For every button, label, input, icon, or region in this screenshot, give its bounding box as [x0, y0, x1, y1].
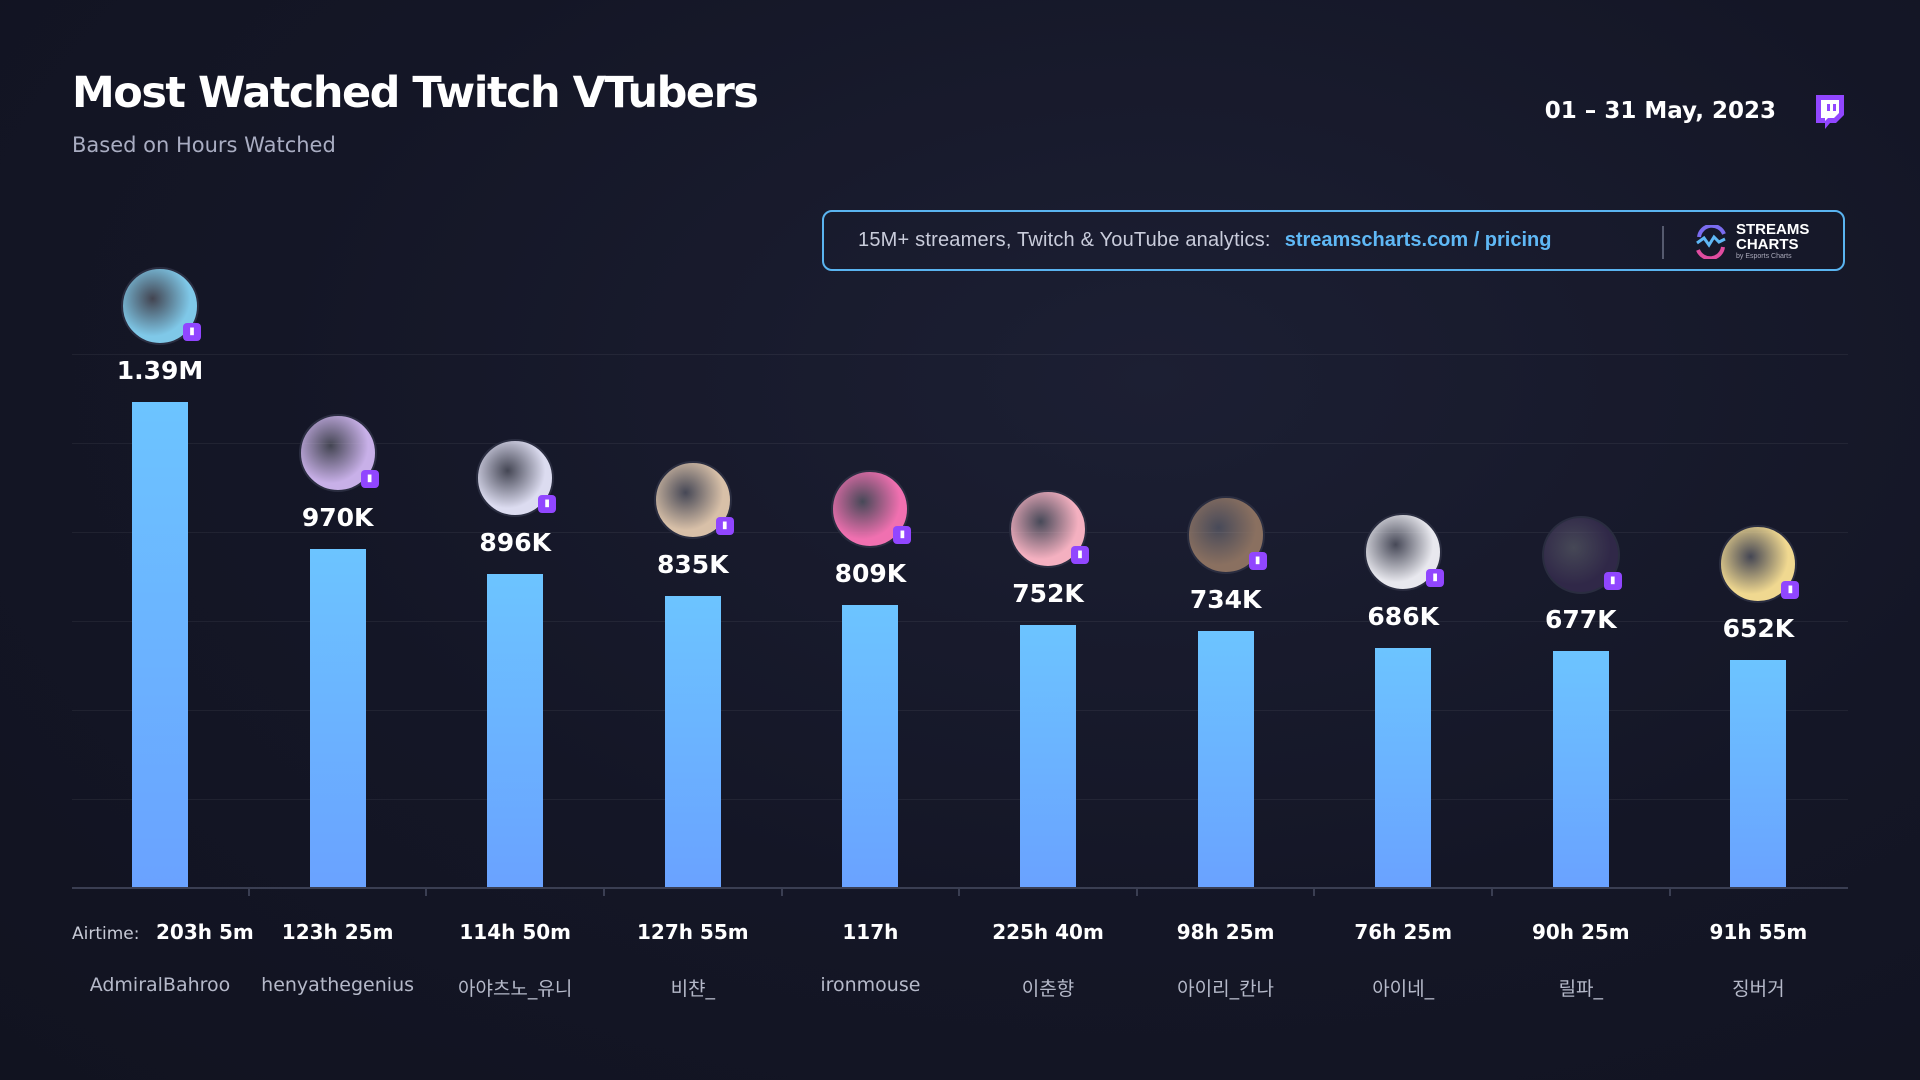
- category-label: henyathegenius: [261, 974, 415, 996]
- bar[interactable]: [132, 402, 188, 887]
- logo-line1: STREAMS: [1736, 221, 1810, 238]
- twitch-badge-icon: ▮: [893, 525, 912, 544]
- date-range: 01 – 31 May, 2023: [1544, 98, 1776, 124]
- twitch-badge-icon: ▮: [1781, 580, 1800, 599]
- airtime-value: 98h 25m: [1176, 920, 1275, 944]
- twitch-badge-icon: ▮: [715, 516, 734, 535]
- twitch-badge-icon: ▮: [1248, 551, 1267, 570]
- bar[interactable]: [1375, 647, 1432, 887]
- bar[interactable]: [487, 574, 544, 887]
- x-tick: [780, 887, 783, 896]
- value-label: 809K: [834, 558, 907, 588]
- twitch-badge-icon: ▮: [1426, 568, 1445, 587]
- value-label: 1.39M: [116, 356, 204, 385]
- gridline: [72, 710, 1848, 711]
- title: Most Watched Twitch VTubers: [72, 68, 759, 118]
- airtime-value: 114h 50m: [459, 920, 571, 944]
- x-tick: [1491, 887, 1493, 896]
- gridline: [72, 532, 1848, 533]
- avatar[interactable]: ▮: [1719, 524, 1800, 603]
- streams-charts-logo-icon: [1696, 224, 1726, 259]
- streams-charts-logo: STREAMS CHARTS by Esports Charts: [1694, 222, 1809, 261]
- category-label: 이춘향: [1021, 978, 1075, 1000]
- gridline: [72, 621, 1848, 622]
- airtime-value: 90h 25m: [1531, 920, 1630, 944]
- gridline: [72, 354, 1848, 355]
- twitch-badge-icon: ▮: [183, 323, 201, 341]
- avatar[interactable]: ▮: [1541, 515, 1622, 594]
- twitch-badge-icon: ▮: [1071, 545, 1089, 564]
- category-label: 아이리_칸나: [1177, 978, 1275, 1000]
- category-label: 징버거: [1732, 978, 1785, 1000]
- bar[interactable]: [664, 595, 721, 887]
- airtime-value: 203h 5m: [156, 920, 254, 944]
- airtime-value: 117h: [842, 920, 899, 944]
- x-tick: [1135, 887, 1138, 896]
- avatar[interactable]: ▮: [1364, 512, 1445, 591]
- twitch-icon: [1816, 95, 1844, 129]
- airtime-value: 225h 40m: [992, 920, 1104, 944]
- gridline: [72, 443, 1848, 444]
- airtime-value: 127h 55m: [636, 920, 749, 944]
- x-tick: [1668, 887, 1671, 896]
- logo-by: by Esports Charts: [1736, 253, 1792, 260]
- avatar[interactable]: ▮: [1186, 495, 1267, 574]
- bar[interactable]: [1197, 630, 1254, 887]
- bar[interactable]: [1552, 650, 1609, 887]
- avatar[interactable]: ▮: [476, 439, 557, 518]
- avatar[interactable]: ▮: [298, 413, 379, 492]
- bar[interactable]: [1020, 624, 1076, 887]
- value-label: 652K: [1722, 613, 1795, 643]
- value-label: 686K: [1367, 601, 1439, 631]
- avatar[interactable]: ▮: [831, 469, 912, 548]
- category-label: ironmouse: [820, 974, 921, 996]
- avatar[interactable]: ▮: [1009, 489, 1089, 568]
- logo-line2: CHARTS: [1736, 236, 1799, 253]
- bar[interactable]: [1730, 659, 1787, 887]
- x-tick: [1313, 887, 1316, 896]
- category-label: 아야츠노_유니: [457, 978, 573, 1000]
- value-label: 835K: [657, 549, 729, 579]
- category-label: 비챤_: [670, 978, 716, 1000]
- category-label: AdmiralBahroo: [89, 974, 231, 996]
- promo-banner[interactable]: 15M+ streamers, Twitch & YouTube analyti…: [822, 210, 1845, 271]
- divider: [1662, 226, 1664, 259]
- airtime-label: Airtime:: [72, 924, 140, 944]
- airtime-value: 123h 25m: [281, 920, 394, 944]
- category-label: 아이네_: [1372, 978, 1435, 1000]
- gridline: [72, 799, 1848, 800]
- banner-text: 15M+ streamers, Twitch & YouTube analyti…: [858, 229, 1271, 251]
- twitch-badge-icon: ▮: [1603, 571, 1622, 590]
- avatar[interactable]: ▮: [653, 460, 734, 539]
- bar[interactable]: [842, 604, 899, 887]
- category-label: 릴파_: [1558, 978, 1604, 1000]
- pricing-link[interactable]: streamscharts.com / pricing: [1284, 229, 1552, 251]
- airtime-value: 91h 55m: [1709, 920, 1808, 944]
- value-label: 752K: [1012, 578, 1084, 608]
- x-tick: [425, 887, 428, 896]
- twitch-badge-icon: ▮: [360, 469, 379, 488]
- subtitle: Based on Hours Watched: [72, 133, 336, 157]
- x-tick: [603, 887, 605, 896]
- value-label: 677K: [1545, 604, 1617, 634]
- twitch-badge-icon: ▮: [538, 495, 557, 514]
- airtime-value: 76h 25m: [1354, 920, 1453, 944]
- x-tick: [958, 887, 961, 896]
- bar[interactable]: [309, 548, 366, 887]
- value-label: 896K: [479, 528, 551, 558]
- value-label: 734K: [1189, 584, 1262, 614]
- value-label: 970K: [301, 502, 374, 532]
- x-tick: [247, 887, 250, 896]
- avatar[interactable]: ▮: [121, 267, 201, 345]
